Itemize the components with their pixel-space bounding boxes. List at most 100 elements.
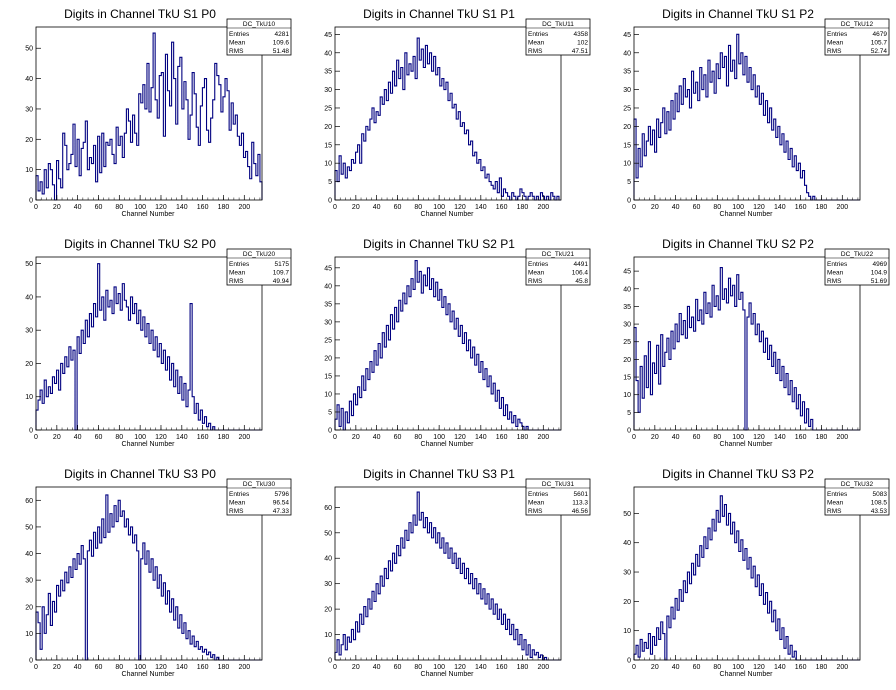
stats-box-frame bbox=[525, 248, 591, 286]
x-tick-label: 40 bbox=[672, 204, 680, 211]
stats-value: 5796 bbox=[275, 491, 290, 498]
x-tick-label: 60 bbox=[95, 664, 103, 671]
x-tick-label: 200 bbox=[537, 664, 549, 671]
y-tick-label: 0 bbox=[328, 658, 332, 665]
y-tick-label: 25 bbox=[324, 105, 332, 112]
y-tick-label: 20 bbox=[623, 599, 631, 606]
y-tick-label: 15 bbox=[324, 373, 332, 380]
y-tick-label: 35 bbox=[623, 69, 631, 76]
x-tick-label: 80 bbox=[115, 434, 123, 441]
y-tick-label: 10 bbox=[324, 391, 332, 398]
y-tick-label: 0 bbox=[29, 658, 33, 665]
stats-value: 4281 bbox=[275, 31, 290, 38]
x-tick-label: 140 bbox=[774, 664, 786, 671]
plot-frame bbox=[633, 486, 861, 661]
stats-box-frame bbox=[226, 478, 292, 516]
y-tick-label: 40 bbox=[25, 294, 33, 301]
x-tick-label: 80 bbox=[713, 664, 721, 671]
x-tick-label: 200 bbox=[537, 434, 549, 441]
x-tick-label: 200 bbox=[238, 204, 250, 211]
x-tick-label: 160 bbox=[197, 664, 209, 671]
x-tick-label: 60 bbox=[394, 204, 402, 211]
x-tick-label: 120 bbox=[753, 434, 765, 441]
y-tick-label: 0 bbox=[627, 428, 631, 435]
plot-frame bbox=[633, 26, 861, 201]
y-tick-label: 35 bbox=[324, 301, 332, 308]
stats-box-frame bbox=[525, 18, 591, 56]
x-tick-label: 160 bbox=[795, 664, 807, 671]
stats-value: 5083 bbox=[873, 491, 888, 498]
x-tick-label: 120 bbox=[155, 434, 167, 441]
x-tick-label: 20 bbox=[53, 434, 61, 441]
stats-label: Mean bbox=[827, 500, 844, 507]
stats-name: DC_TkU32 bbox=[841, 481, 874, 488]
stats-label: Entries bbox=[827, 31, 848, 38]
x-tick-label: 180 bbox=[517, 434, 529, 441]
stats-label: RMS bbox=[229, 508, 244, 515]
stats-label: RMS bbox=[229, 278, 244, 285]
stats-value: 109.7 bbox=[273, 270, 290, 277]
y-tick-label: 20 bbox=[623, 357, 631, 364]
x-tick-label: 100 bbox=[134, 204, 146, 211]
x-tick-label: 0 bbox=[632, 664, 636, 671]
stats-name: DC_TkU22 bbox=[841, 251, 874, 258]
y-tick-label: 25 bbox=[623, 105, 631, 112]
stats-value: 113.3 bbox=[572, 500, 588, 507]
x-tick-label: 60 bbox=[693, 204, 701, 211]
y-tick-label: 50 bbox=[25, 46, 33, 53]
stats-name: DC_TkU12 bbox=[841, 21, 874, 28]
x-tick-label: 180 bbox=[218, 204, 230, 211]
stats-label: RMS bbox=[827, 48, 842, 55]
plot-title: Digits in Channel TkU S1 P2 bbox=[662, 7, 814, 21]
y-tick-label: 30 bbox=[25, 328, 33, 335]
x-tick-label: 140 bbox=[475, 664, 487, 671]
stats-box: DC_TkU32 Entries 5083 Mean 108.5 RMS 43.53 bbox=[824, 478, 890, 516]
x-tick-label: 40 bbox=[74, 204, 82, 211]
x-tick-label: 40 bbox=[74, 664, 82, 671]
x-tick-label: 120 bbox=[454, 434, 466, 441]
stats-box: DC_TkU11 Entries 4358 Mean 102 RMS 47.51 bbox=[525, 18, 591, 56]
x-tick-label: 20 bbox=[651, 434, 659, 441]
stats-value: 43.53 bbox=[871, 508, 888, 515]
plot-frame bbox=[35, 26, 263, 201]
x-tick-label: 40 bbox=[373, 664, 381, 671]
x-tick-label: 80 bbox=[713, 434, 721, 441]
x-tick-label: 120 bbox=[155, 664, 167, 671]
x-tick-label: 120 bbox=[753, 664, 765, 671]
stats-value: 109.6 bbox=[273, 40, 290, 47]
y-tick-label: 10 bbox=[25, 394, 33, 401]
y-tick-label: 20 bbox=[324, 355, 332, 362]
y-tick-label: 20 bbox=[623, 124, 631, 131]
y-tick-label: 40 bbox=[324, 556, 332, 563]
stats-name: DC_TkU31 bbox=[542, 481, 575, 488]
x-tick-label: 0 bbox=[333, 664, 337, 671]
y-tick-label: 20 bbox=[25, 361, 33, 368]
y-tick-label: 10 bbox=[324, 161, 332, 168]
x-tick-label: 120 bbox=[753, 204, 765, 211]
x-tick-label: 180 bbox=[816, 664, 828, 671]
plot-title: Digits in Channel TkU S2 P2 bbox=[662, 237, 814, 251]
x-tick-label: 120 bbox=[454, 664, 466, 671]
stats-label: Mean bbox=[229, 500, 246, 507]
histogram-line bbox=[334, 491, 561, 661]
histogram-line bbox=[633, 495, 860, 661]
y-tick-label: 10 bbox=[324, 632, 332, 639]
histogram-line bbox=[334, 260, 561, 431]
y-tick-label: 0 bbox=[328, 198, 332, 205]
x-tick-label: 100 bbox=[134, 434, 146, 441]
x-tick-label: 100 bbox=[732, 204, 744, 211]
y-tick-label: 30 bbox=[324, 87, 332, 94]
plot-title: Digits in Channel TkU S3 P0 bbox=[64, 467, 216, 481]
y-tick-label: 30 bbox=[324, 581, 332, 588]
x-tick-label: 80 bbox=[414, 204, 422, 211]
stats-label: Entries bbox=[229, 491, 250, 498]
stats-box: DC_TkU21 Entries 4491 Mean 106.4 RMS 45.8 bbox=[525, 248, 591, 286]
x-tick-label: 80 bbox=[414, 664, 422, 671]
y-tick-label: 0 bbox=[29, 198, 33, 205]
y-tick-label: 40 bbox=[623, 286, 631, 293]
y-tick-label: 60 bbox=[25, 498, 33, 505]
x-tick-label: 60 bbox=[693, 434, 701, 441]
histogram-panel-9: Digits in Channel TkU S3 P20 20 40 60 80 100 1… bbox=[623, 467, 890, 678]
y-tick-label: 10 bbox=[25, 631, 33, 638]
stats-label: Entries bbox=[827, 261, 848, 268]
